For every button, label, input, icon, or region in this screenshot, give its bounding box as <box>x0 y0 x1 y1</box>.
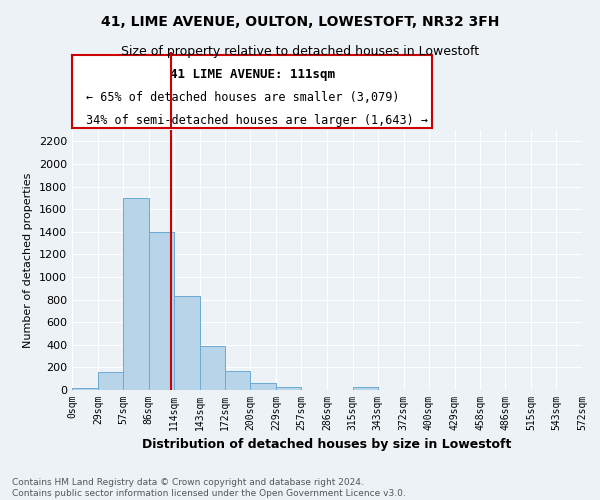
Bar <box>123 198 149 390</box>
Text: 41 LIME AVENUE: 111sqm: 41 LIME AVENUE: 111sqm <box>170 68 335 81</box>
Text: 41, LIME AVENUE, OULTON, LOWESTOFT, NR32 3FH: 41, LIME AVENUE, OULTON, LOWESTOFT, NR32… <box>101 15 499 29</box>
Bar <box>353 386 378 390</box>
Bar <box>199 346 226 390</box>
Bar <box>98 372 123 390</box>
Text: ← 65% of detached houses are smaller (3,079): ← 65% of detached houses are smaller (3,… <box>86 91 400 104</box>
Bar <box>226 372 250 390</box>
Text: Size of property relative to detached houses in Lowestoft: Size of property relative to detached ho… <box>121 45 479 58</box>
Bar <box>72 388 98 390</box>
Y-axis label: Number of detached properties: Number of detached properties <box>23 172 34 348</box>
Text: 34% of semi-detached houses are larger (1,643) →: 34% of semi-detached houses are larger (… <box>86 114 428 128</box>
Text: Contains HM Land Registry data © Crown copyright and database right 2024.
Contai: Contains HM Land Registry data © Crown c… <box>12 478 406 498</box>
Bar <box>250 382 276 390</box>
X-axis label: Distribution of detached houses by size in Lowestoft: Distribution of detached houses by size … <box>142 438 512 452</box>
Bar <box>276 386 301 390</box>
Bar <box>149 232 173 390</box>
Bar <box>173 296 199 390</box>
